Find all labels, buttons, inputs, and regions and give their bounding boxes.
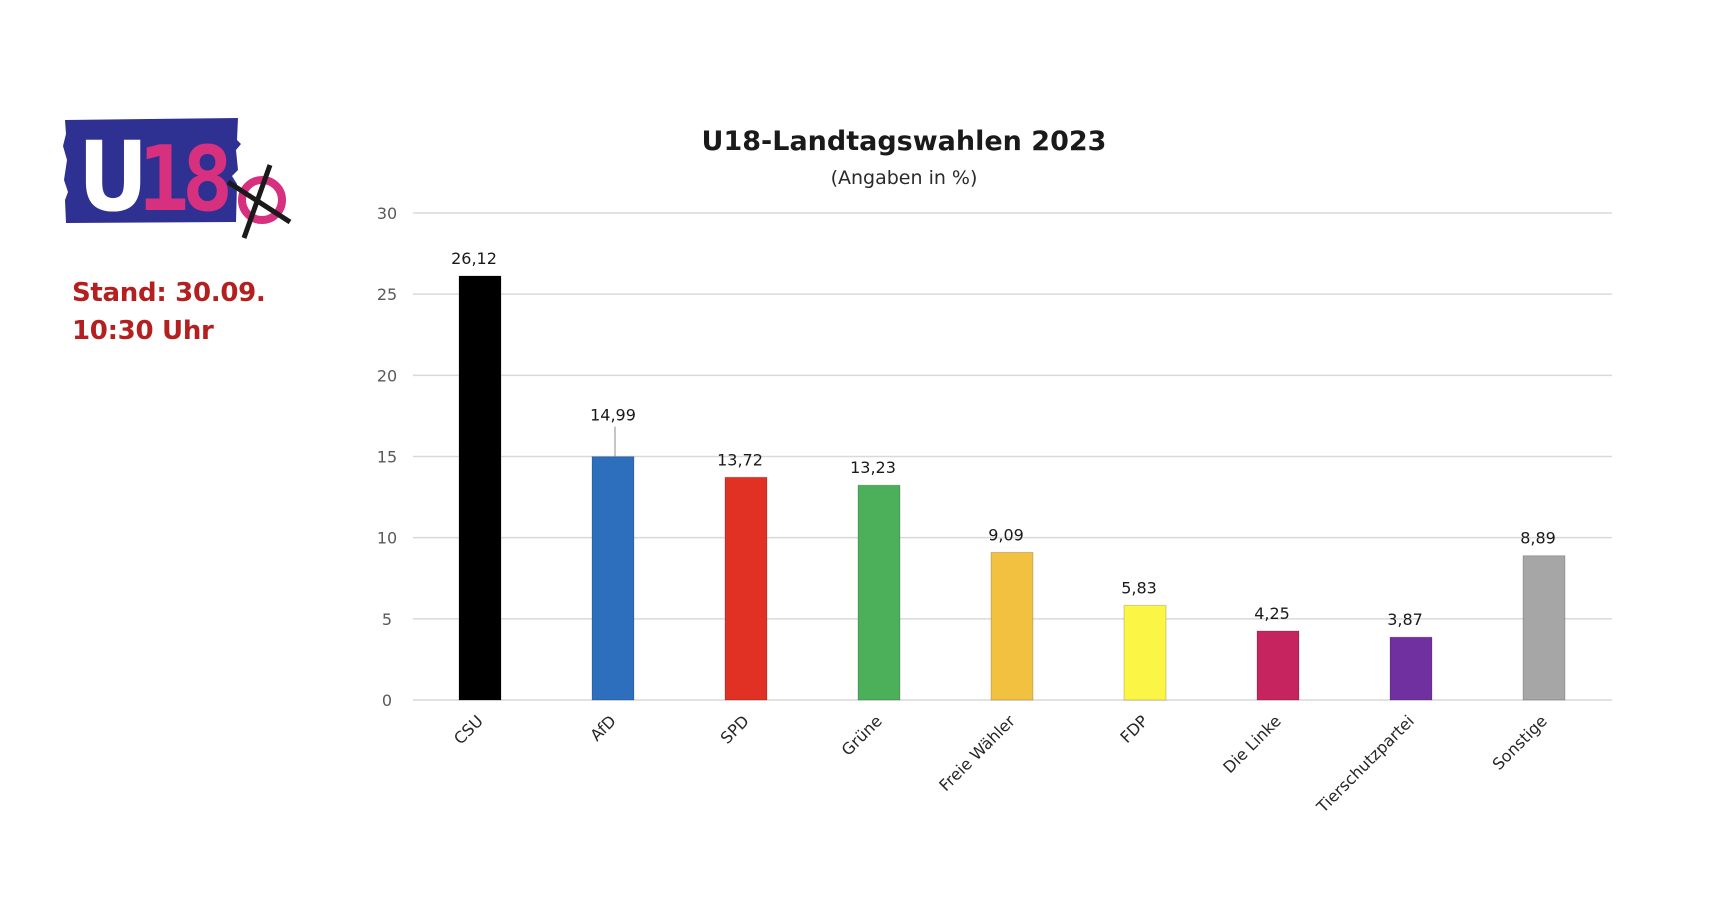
- x-tick-label: Sonstige: [1489, 711, 1551, 773]
- data-label: 5,83: [1121, 578, 1157, 597]
- data-label: 8,89: [1520, 529, 1556, 548]
- logo-u-letter: U: [78, 121, 148, 233]
- logo-18-number: 18: [138, 127, 229, 232]
- status-timestamp: Stand: 30.09. 10:30 Uhr: [72, 274, 266, 350]
- x-tick-label: AfD: [586, 711, 619, 744]
- bar-gr-ne: [857, 484, 901, 701]
- y-axis-ticks: 0 5 10 15 20 25 30: [377, 204, 397, 710]
- u18-logo: U 18: [63, 118, 292, 239]
- y-tick-label: 5: [382, 610, 392, 629]
- ballot-cross-icon-stroke2: [241, 164, 273, 239]
- chart-title: U18-Landtagswahlen 2023: [702, 126, 1107, 157]
- data-label: 3,87: [1387, 610, 1423, 629]
- x-tick-label: Freie Wähler: [935, 711, 1019, 795]
- data-label: 13,72: [717, 450, 763, 469]
- x-tick-label: CSU: [450, 711, 487, 748]
- data-label: 13,23: [850, 458, 896, 477]
- status-line-time: 10:30 Uhr: [72, 316, 214, 346]
- data-label: 26,12: [451, 249, 497, 268]
- bar-die-linke: [1256, 630, 1300, 701]
- x-tick-label: FDP: [1116, 711, 1152, 747]
- bar-freie-w-hler: [990, 551, 1034, 701]
- bar-fdp: [1123, 604, 1167, 701]
- data-label: 9,09: [988, 525, 1024, 544]
- x-axis-ticks: CSU AfD SPD Grüne Freie Wähler FDP Die Linke Ti…: [450, 711, 1551, 817]
- x-tick-label: Tierschutzpartei: [1312, 711, 1418, 817]
- chart-subtitle: (Angaben in %): [831, 167, 978, 189]
- y-tick-label: 20: [377, 366, 397, 385]
- bars: [458, 275, 1566, 701]
- x-tick-label: SPD: [717, 711, 753, 747]
- y-tick-label: 10: [377, 529, 397, 548]
- y-tick-label: 0: [382, 691, 392, 710]
- bar-afd: [591, 456, 635, 701]
- data-label: 14,99: [590, 406, 636, 425]
- bar-csu: [458, 275, 502, 701]
- bar-sonstige: [1522, 555, 1566, 701]
- y-tick-label: 25: [377, 285, 397, 304]
- x-tick-label: Grüne: [838, 711, 886, 759]
- y-tick-label: 15: [377, 448, 397, 467]
- logo-background: [63, 118, 241, 223]
- x-tick-label: Die Linke: [1219, 711, 1285, 777]
- status-line-date: Stand: 30.09.: [72, 278, 266, 308]
- y-tick-label: 30: [377, 204, 397, 223]
- data-label: 4,25: [1254, 604, 1290, 623]
- data-labels: 26,12 14,99 13,72 13,23 9,09 5,83 4,25 3,87 8,89: [451, 249, 1556, 629]
- ballot-circle-icon: [238, 176, 286, 224]
- bar-spd: [724, 476, 768, 701]
- bar-tierschutzpartei: [1389, 636, 1433, 701]
